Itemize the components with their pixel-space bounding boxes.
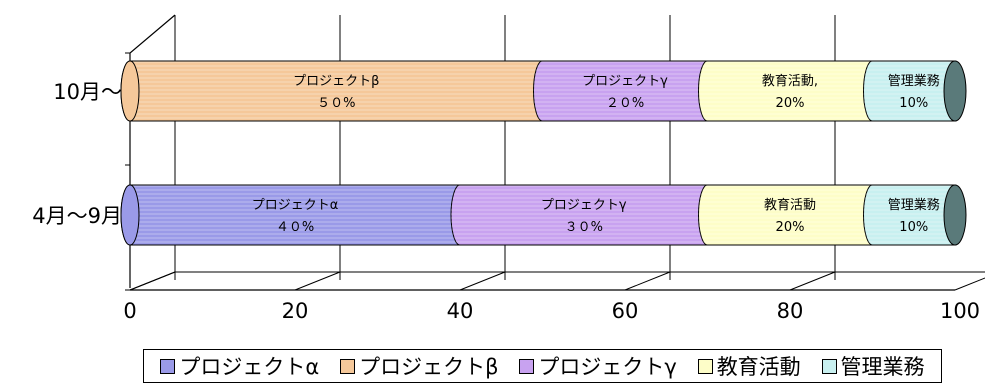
legend-label: プロジェクトγ <box>538 355 677 379</box>
bar-cap <box>120 60 140 122</box>
x-tick-label: 60 <box>612 299 639 323</box>
x-tick-label: 0 <box>123 299 136 323</box>
data-label: プロジェクトγ ３０% <box>541 198 627 235</box>
bar-end-cap <box>943 60 967 122</box>
floor-line <box>624 271 671 291</box>
floor-line <box>459 271 506 291</box>
data-label: 管理業務 10% <box>888 197 940 235</box>
bar-segment-texture <box>121 185 469 245</box>
data-label: 教育活動, 20% <box>762 73 818 111</box>
floor-edge <box>129 271 176 291</box>
floor-line <box>294 271 341 291</box>
bar-segment-texture <box>863 185 964 246</box>
x-tick-label: 40 <box>447 299 474 323</box>
legend-item: 教育活動 <box>697 351 801 381</box>
floor-line <box>954 277 985 291</box>
x-tick-label: 20 <box>282 299 309 323</box>
legend-label: プロジェクトβ <box>359 355 499 379</box>
bar-cap <box>120 184 140 246</box>
data-label: 教育活動 20% <box>764 197 816 235</box>
data-label: プロジェクトβ ５０% <box>293 74 379 111</box>
legend-swatch <box>160 358 176 374</box>
x-tick-label: 80 <box>777 299 804 323</box>
category-label: 4月～9月 <box>32 204 122 228</box>
data-label: プロジェクトγ ２０% <box>582 74 668 111</box>
legend-swatch <box>340 358 356 374</box>
bar-segment-texture <box>698 185 882 246</box>
bar-segment-texture <box>863 61 964 122</box>
legend: プロジェクトα プロジェクトβ プロジェクトγ 教育活動 管理業務 <box>143 349 942 383</box>
chart: プロジェクトβ ５０% プロジェクトγ ２０% 教育活動, 20% 管理業務 10% プロジェク… <box>32 14 985 323</box>
legend-item: プロジェクトα <box>160 351 319 381</box>
legend-item: プロジェクトβ <box>340 351 499 381</box>
legend-swatch <box>821 358 837 374</box>
bar-segment-texture <box>698 61 882 122</box>
data-label: プロジェクトα ４０% <box>252 198 339 235</box>
data-label: 管理業務 10% <box>888 73 940 111</box>
legend-swatch <box>697 358 713 374</box>
legend-label: プロジェクトα <box>179 355 320 379</box>
bar-segment-texture <box>451 185 717 246</box>
floor-line <box>789 271 836 291</box>
category-label: 10月～ <box>53 80 122 104</box>
x-tick-label: 100 <box>940 299 980 323</box>
bar-end-cap <box>943 184 967 246</box>
legend-label: 管理業務 <box>840 355 925 379</box>
bar-segment-texture <box>121 61 552 121</box>
legend-item: 管理業務 <box>821 351 925 381</box>
bar-segment-texture <box>533 61 717 122</box>
legend-swatch <box>519 358 535 374</box>
left-wall <box>129 14 176 288</box>
legend-item: プロジェクトγ <box>519 351 677 381</box>
legend-label: 教育活動 <box>716 355 801 379</box>
